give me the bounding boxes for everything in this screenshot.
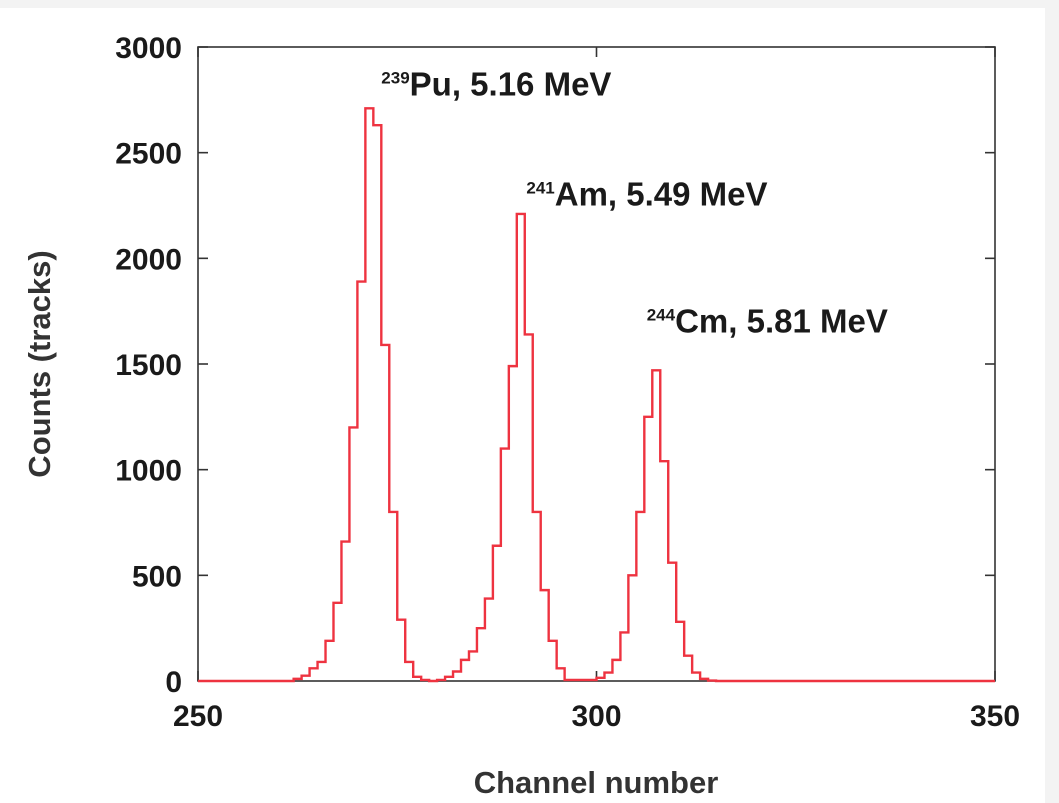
y-tick-label: 0 — [165, 666, 182, 699]
y-axis-title: Counts (tracks) — [22, 250, 57, 477]
y-tick-label: 1000 — [115, 455, 182, 488]
axis-ticks — [197, 46, 996, 682]
isotope-mass-number: 244 — [647, 305, 676, 324]
axis-tick-labels: 0 500 1000 1500 2000 2500 3000 250 300 350 — [115, 32, 1020, 733]
x-tick-label: 250 — [173, 700, 223, 733]
peak-label: 239Pu, 5.16 MeV — [381, 66, 611, 103]
x-axis-title: Channel number — [474, 765, 719, 800]
plot-area-border — [197, 46, 996, 682]
isotope-energy-label: Am, 5.49 MeV — [555, 176, 768, 213]
peak-label: 241Am, 5.49 MeV — [526, 176, 767, 213]
isotope-energy-label: Pu, 5.16 MeV — [410, 66, 612, 103]
x-tick-label: 350 — [970, 700, 1020, 733]
figure-card — [0, 8, 1045, 803]
peak-annotations: 239Pu, 5.16 MeV 241Am, 5.49 MeV 244Cm, 5.8… — [381, 66, 888, 340]
y-tick-label: 2500 — [115, 138, 182, 171]
x-tick-label: 300 — [571, 700, 621, 733]
y-tick-label: 500 — [132, 560, 182, 593]
isotope-energy-label: Cm, 5.81 MeV — [675, 302, 888, 339]
isotope-mass-number: 239 — [381, 69, 409, 88]
histogram-series-line — [198, 107, 995, 683]
y-tick-label: 2000 — [115, 243, 182, 276]
y-tick-label: 3000 — [115, 32, 182, 65]
plot-frame — [197, 46, 996, 682]
y-tick-label: 1500 — [115, 349, 182, 382]
peak-label: 244Cm, 5.81 MeV — [647, 302, 888, 339]
isotope-mass-number: 241 — [526, 179, 554, 198]
